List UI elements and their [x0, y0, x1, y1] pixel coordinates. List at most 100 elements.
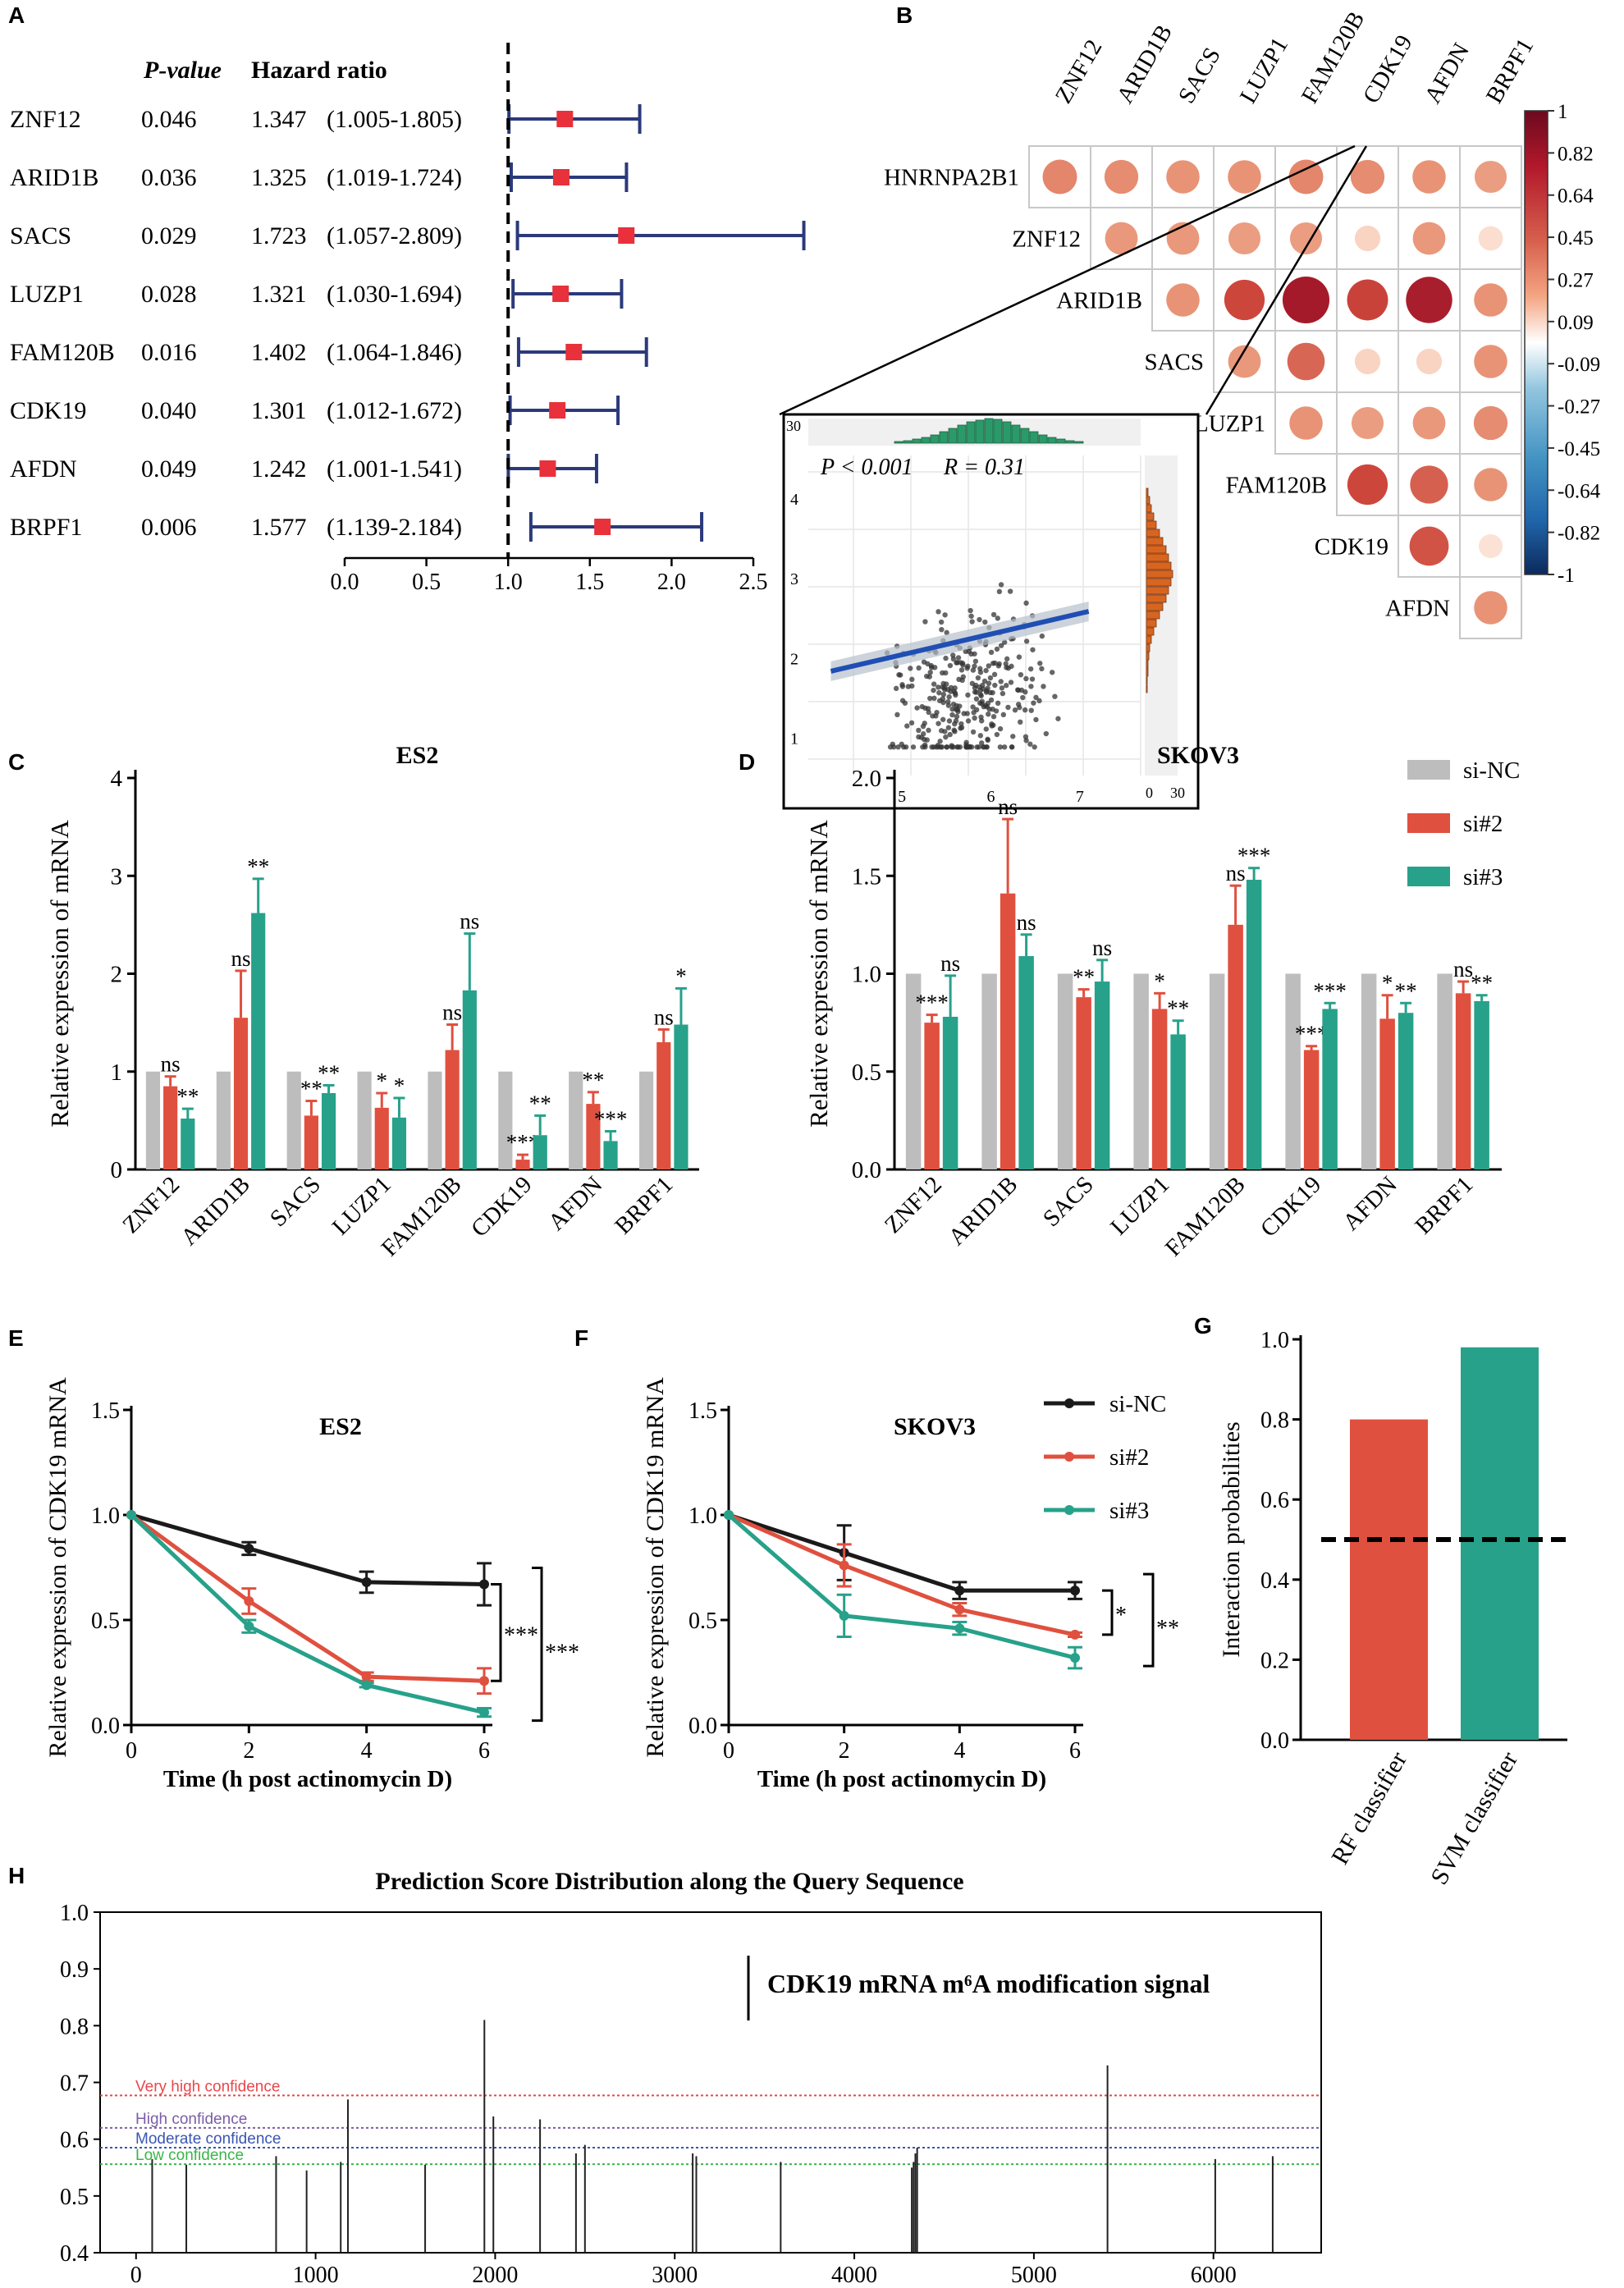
y-tick-label: 1.5 [852, 863, 881, 890]
hazard-ratio: 1.347 [251, 106, 307, 133]
regression-line [830, 609, 1090, 674]
y-tick-label: 0.6 [1260, 1488, 1289, 1513]
top-hist-bar [1065, 440, 1075, 444]
scatter-point [938, 728, 945, 734]
top-hist-bar [984, 418, 994, 444]
top-hist-bar [894, 441, 903, 444]
confidence-interval: (1.019-1.724) [327, 164, 462, 191]
scatter-point [1049, 670, 1055, 675]
hazard-ratio-marker [552, 169, 570, 185]
scatter-point [946, 694, 952, 700]
bar-si3 [1474, 1000, 1489, 1169]
significance-bracket [1143, 1572, 1155, 1668]
scatter-point [1028, 684, 1034, 689]
scatter-point [998, 582, 1004, 588]
scatter-point [983, 726, 989, 732]
heatmap-cell [1398, 515, 1461, 578]
x-tick-label: 2 [243, 1738, 254, 1764]
p-value: 0.028 [141, 281, 197, 308]
x-tick-label: 6 [478, 1738, 490, 1764]
scatter-point [954, 713, 960, 720]
legend-marker [1064, 1452, 1074, 1462]
scatter-point [965, 692, 971, 698]
legend-swatch [1407, 813, 1450, 833]
scatter-point [931, 681, 937, 687]
row-label: CDK19 [1315, 534, 1388, 561]
scatter-point [1027, 666, 1034, 672]
significance-label: *** [594, 1106, 628, 1131]
scatter-point [947, 731, 953, 738]
scatter-point [1037, 661, 1043, 666]
panel-label-c: C [8, 749, 25, 775]
hazard-ratio-marker [556, 111, 574, 127]
bar-si2 [1379, 1018, 1395, 1169]
scatter-point [944, 744, 949, 750]
scatter-point [958, 660, 963, 666]
y-tick-label: 0.0 [91, 1714, 120, 1739]
data-point [479, 1579, 489, 1590]
scatter-point [982, 619, 988, 625]
hazard-ratio-marker [549, 402, 566, 419]
scatter-point [1029, 676, 1036, 682]
significance-label: * [377, 1068, 388, 1093]
bar-si3 [251, 913, 266, 1169]
scatter-point [972, 663, 977, 669]
scatter-point [938, 619, 945, 625]
scatter-point [944, 629, 949, 636]
right-hist-bar [1146, 594, 1167, 603]
x-tick-label: CDK19 [466, 1171, 537, 1242]
scatter-point [1022, 689, 1028, 695]
confidence-interval: (1.139-2.184) [327, 514, 462, 541]
x-axis-label: Time (h post actinomycin D) [757, 1766, 1046, 1792]
correlation-dot [1105, 222, 1138, 255]
scatter-point [1017, 704, 1022, 711]
scatter-point [983, 667, 989, 674]
x-tick-label: 0.0 [331, 570, 359, 595]
bar-si3 [1246, 880, 1262, 1169]
panel-label-d: D [739, 749, 755, 775]
correlation-dot [1354, 225, 1381, 252]
top-hist-bar [921, 437, 931, 444]
scatter-point [1027, 741, 1033, 747]
scatter-point [1023, 638, 1030, 644]
bar-siNC [498, 1071, 513, 1169]
y-tick-label: 0.4 [60, 2241, 89, 2267]
bar-siNC [569, 1071, 583, 1169]
scatter-point [995, 663, 1002, 669]
colorbar-tick-label: 0.82 [1558, 143, 1594, 165]
column-label: AFDN [1420, 39, 1475, 108]
x-tick-label: 2.5 [739, 570, 768, 595]
x-tick-label: 1.5 [575, 570, 604, 595]
scatter-point [1039, 666, 1045, 672]
x-tick-label: 5000 [1011, 2263, 1057, 2288]
threshold-label: High confidence [135, 2111, 247, 2128]
scatter-point [968, 607, 973, 614]
scatter-point [964, 711, 970, 716]
p-value: 0.016 [141, 339, 197, 366]
correlation-dot [1474, 468, 1507, 501]
heatmap-cell [1398, 453, 1461, 516]
significance-label: *** [915, 991, 949, 1015]
top-hist-bar [1002, 421, 1012, 444]
scatter-point [972, 689, 978, 695]
top-hist-bar [930, 434, 940, 444]
x-tick-label: ZNF12 [117, 1171, 185, 1238]
scatter-point [972, 684, 978, 691]
hazard-ratio: 1.402 [251, 339, 307, 366]
significance-label: ns [1453, 957, 1473, 982]
scatter-point [1023, 675, 1029, 682]
panel-f-line-chart: SKOV3 0.0 0.5 1.0 1.5 0 2 4 6 Time (h post actino… [642, 1377, 1179, 1792]
scatter-point [970, 704, 976, 710]
right-hist-bar [1146, 545, 1167, 554]
scatter-point [943, 670, 949, 676]
y-tick-label: 2 [111, 962, 123, 988]
panel-a-forest-plot: P-value Hazard ratio ZNF12 0.046 1.347 (1.0… [10, 43, 806, 595]
significance-label: *** [1237, 844, 1271, 868]
bar-siNC [905, 973, 922, 1169]
bar-si2 [924, 1023, 940, 1169]
y-tick-label: 0.5 [688, 1608, 717, 1634]
x-tick-label: BRPF1 [1410, 1171, 1478, 1239]
scatter-point [990, 611, 997, 618]
bar-si3 [1094, 982, 1110, 1169]
scatter-point [992, 682, 998, 689]
